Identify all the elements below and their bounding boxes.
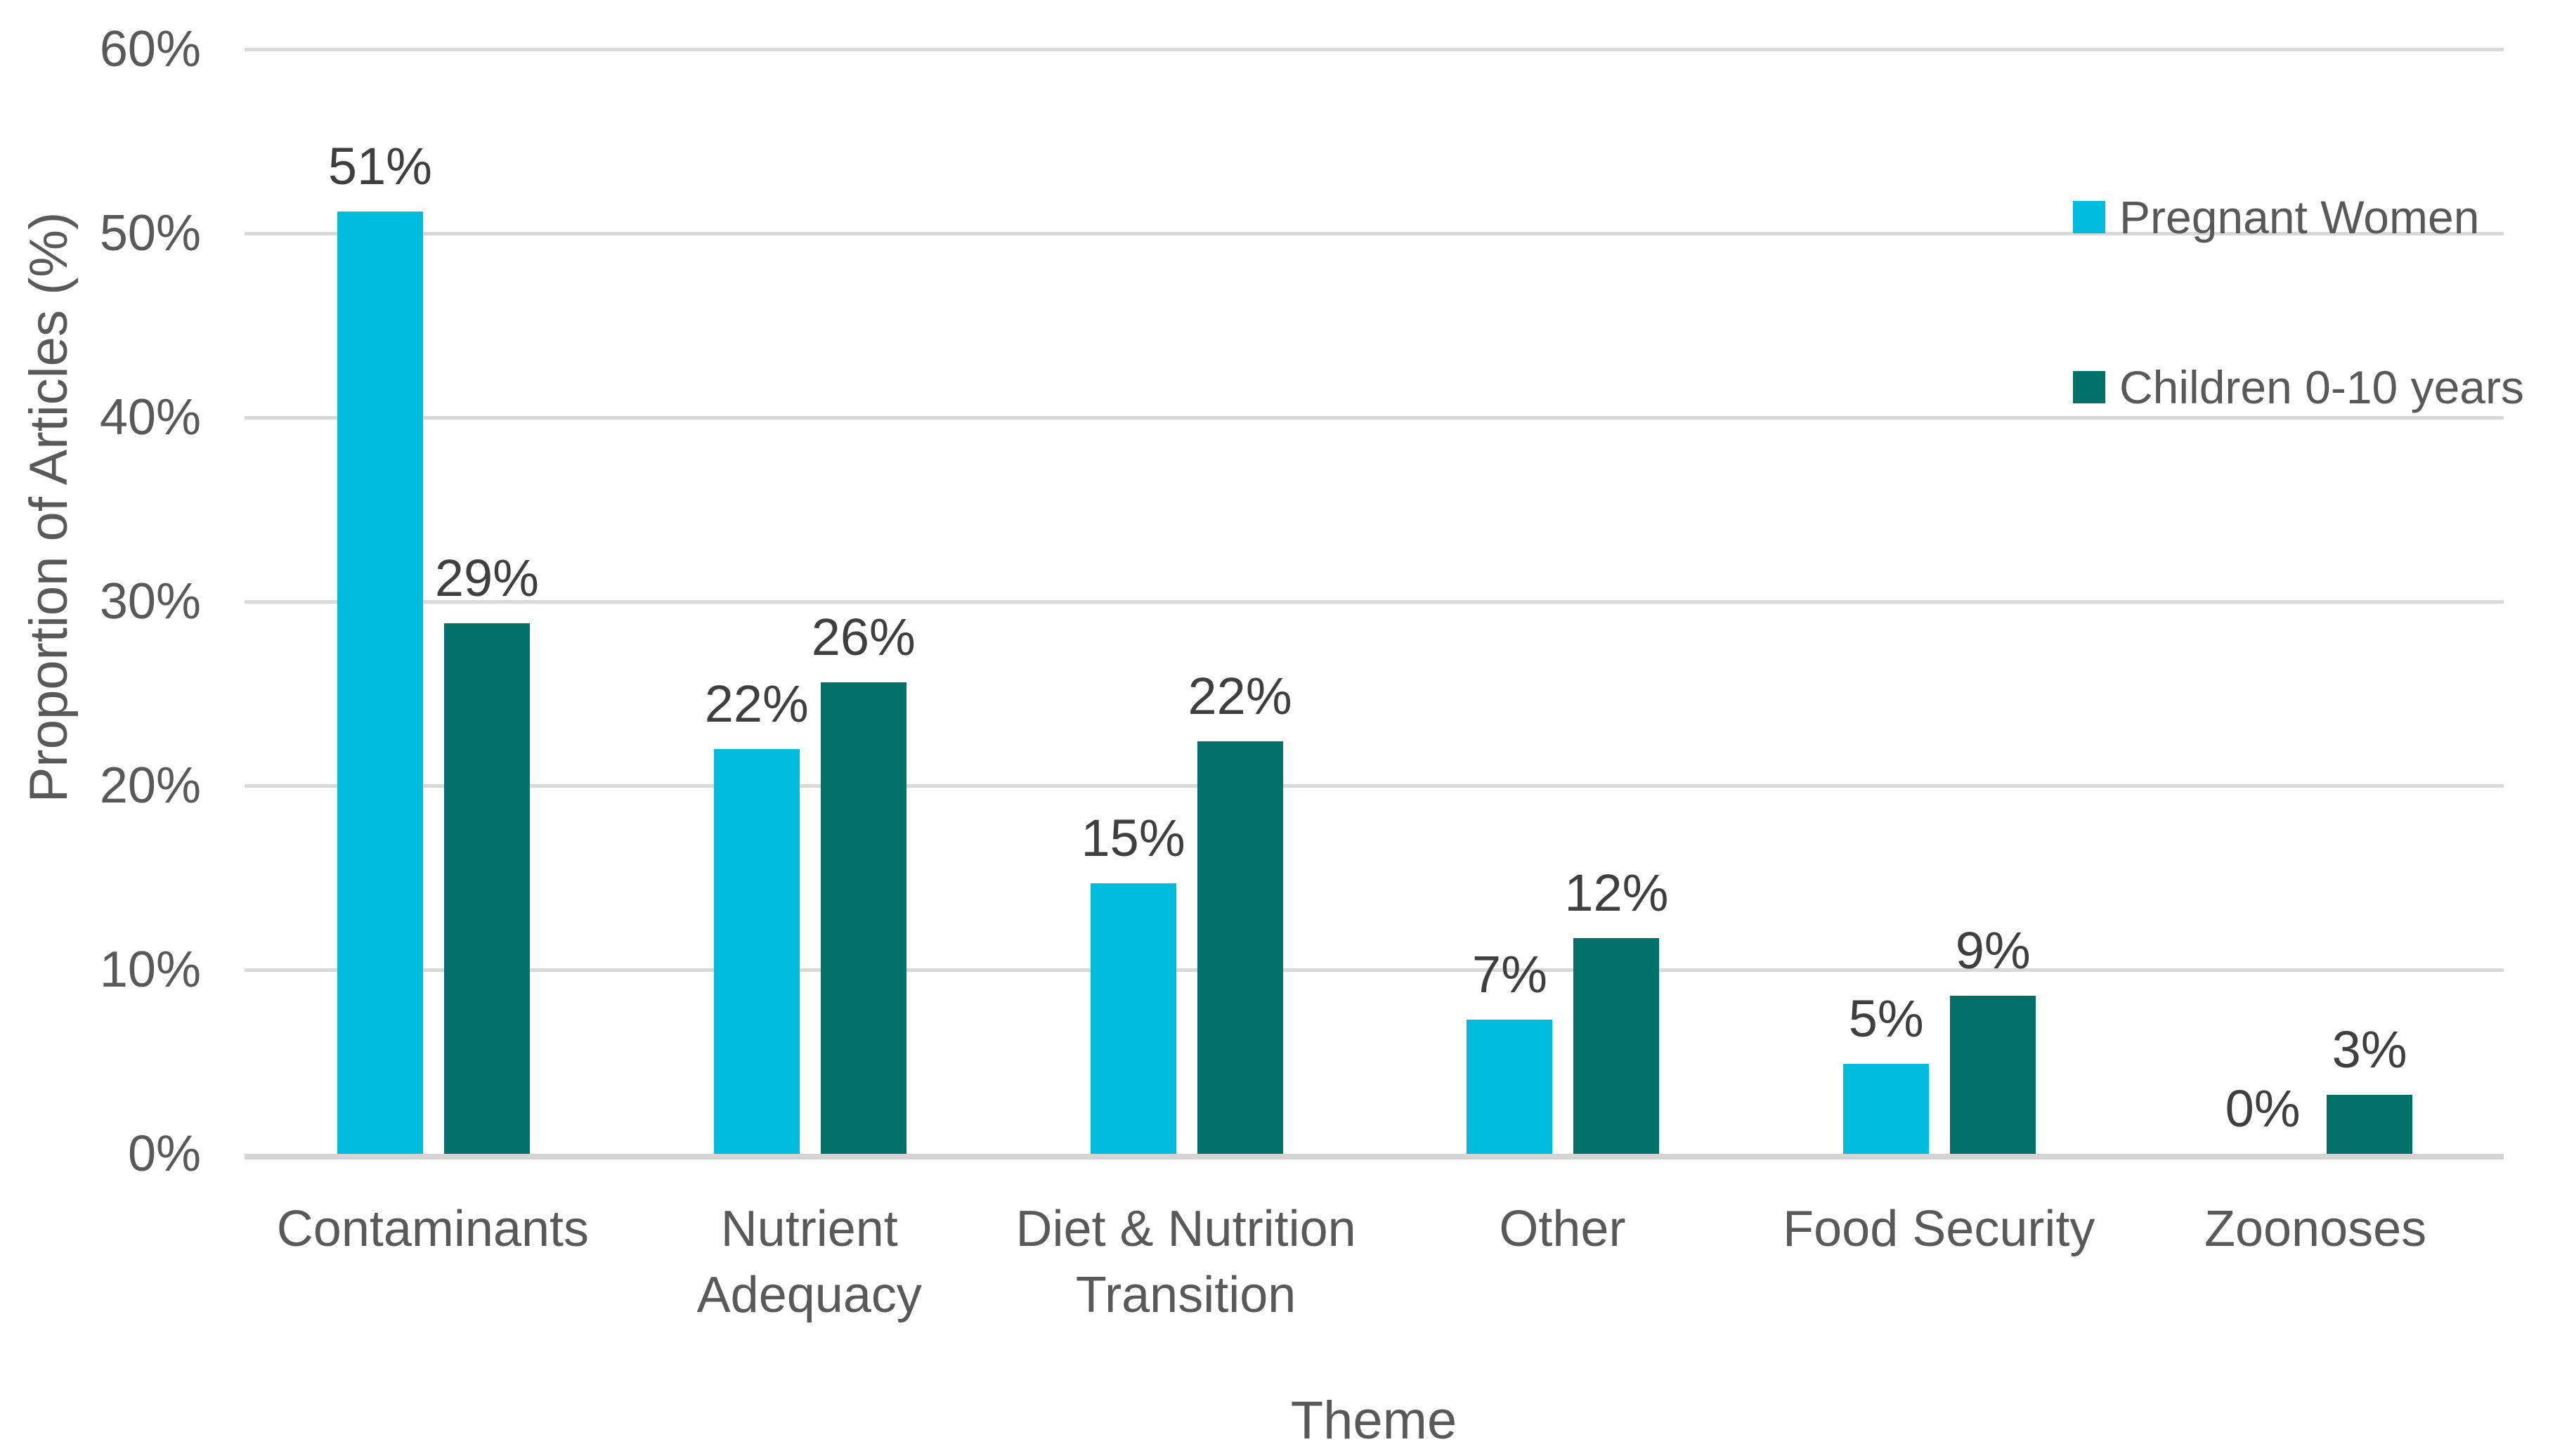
y-tick-label-30: 30% <box>99 573 201 630</box>
x-category-label-nutrient-adequacy: Nutrient Adequacy <box>696 1201 922 1323</box>
legend-label-pregnant-women: Pregnant Women <box>2119 191 2480 243</box>
bar-contaminants-pregnant-women <box>337 211 423 1154</box>
x-category-label-other: Other <box>1499 1201 1626 1257</box>
y-tick-label-50: 50% <box>99 205 201 261</box>
data-label-contaminants-pregnant-women: 51% <box>327 136 432 195</box>
bar-nutrient-adequacy-children-0-10-years <box>820 682 906 1154</box>
x-category-label-contaminants: Contaminants <box>276 1201 590 1257</box>
data-label-other-children-0-10-years: 12% <box>1564 864 1669 923</box>
legend-item-pregnant-women: Pregnant Women <box>2073 194 2479 240</box>
x-axis-title: Theme <box>1290 1391 1457 1450</box>
data-label-contaminants-children-0-10-years: 29% <box>434 549 539 608</box>
data-label-food-security-pregnant-women: 5% <box>1848 989 1924 1048</box>
bar-zoonoses-children-0-10-years <box>2327 1095 2413 1154</box>
gridline-50 <box>245 232 2504 235</box>
bar-diet-nutrition-transition-children-0-10-years <box>1197 741 1283 1154</box>
y-tick-label-10: 10% <box>99 942 201 998</box>
x-axis-line <box>245 1154 2504 1159</box>
legend-swatch-pregnant-women-icon <box>2073 201 2105 233</box>
bar-other-children-0-10-years <box>1573 938 1660 1154</box>
data-label-food-security-children-0-10-years: 9% <box>1955 921 2031 980</box>
bar-food-security-children-0-10-years <box>1950 995 2036 1154</box>
gridline-20 <box>245 784 2504 788</box>
gridline-30 <box>245 600 2504 604</box>
data-label-diet-nutrition-transition-pregnant-women: 15% <box>1081 808 1185 867</box>
y-tick-label-60: 60% <box>99 21 201 77</box>
y-tick-label-20: 20% <box>99 758 201 814</box>
x-category-label-zoonoses: Zoonoses <box>2204 1201 2427 1257</box>
legend-label-children-0-10-years: Children 0-10 years <box>2119 361 2524 413</box>
bar-nutrient-adequacy-pregnant-women <box>713 748 800 1154</box>
bar-other-pregnant-women <box>1467 1019 1553 1154</box>
data-label-nutrient-adequacy-children-0-10-years: 26% <box>811 608 916 667</box>
y-tick-label-0: 0% <box>127 1126 201 1182</box>
data-label-other-pregnant-women: 7% <box>1471 944 1547 1003</box>
gridline-40 <box>245 416 2504 420</box>
data-label-zoonoses-pregnant-women: 0% <box>2225 1079 2301 1138</box>
data-label-nutrient-adequacy-pregnant-women: 22% <box>704 674 809 733</box>
x-category-label-diet-nutrition-transition: Diet & Nutrition Transition <box>1015 1201 1356 1323</box>
bar-diet-nutrition-transition-pregnant-women <box>1090 883 1176 1154</box>
data-label-zoonoses-children-0-10-years: 3% <box>2332 1020 2407 1079</box>
data-label-diet-nutrition-transition-children-0-10-years: 22% <box>1188 667 1292 726</box>
bar-contaminants-children-0-10-years <box>443 623 530 1154</box>
gridline-60 <box>245 48 2504 51</box>
legend-swatch-children-0-10-years-icon <box>2073 371 2105 403</box>
bar-food-security-pregnant-women <box>1843 1063 1930 1154</box>
x-category-label-food-security: Food Security <box>1783 1201 2095 1257</box>
gridline-10 <box>245 968 2504 972</box>
legend-item-children-0-10-years: Children 0-10 years <box>2073 364 2524 410</box>
y-tick-label-40: 40% <box>99 389 201 446</box>
